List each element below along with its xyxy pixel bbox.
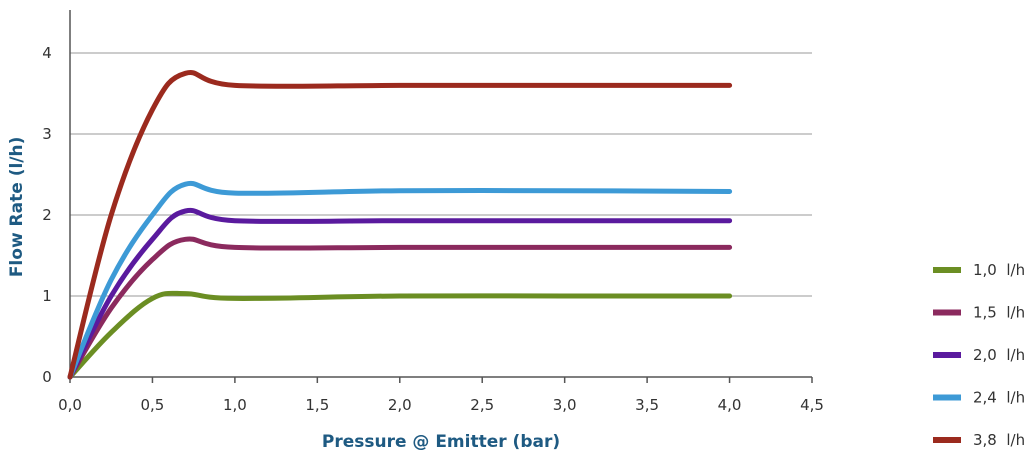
x-tick-label: 4,0 <box>718 396 742 414</box>
x-axis-title: Pressure @ Emitter (bar) <box>322 432 560 452</box>
x-tick-labels: 0,0 0,5 1,0 1,5 2,0 2,5 3,0 3,5 4,0 4,5 <box>58 377 824 414</box>
legend-label: 1,0 l/h <box>973 261 1025 279</box>
x-tick-label: 3,0 <box>553 396 577 414</box>
x-tick-label: 4,5 <box>800 396 824 414</box>
x-tick-label: 1,5 <box>305 396 329 414</box>
legend-entry: 1,0 l/h <box>933 261 1025 279</box>
series-lines <box>67 69 733 380</box>
legend-entry: 2,4 l/h <box>933 389 1025 407</box>
series-line-4 <box>67 69 733 380</box>
x-tick-label: 2,5 <box>470 396 494 414</box>
x-tick-label: 1,0 <box>223 396 247 414</box>
y-tick-label: 2 <box>42 206 52 224</box>
series-line-2 <box>67 207 733 380</box>
x-tick-label: 0,5 <box>141 396 165 414</box>
series-line-3 <box>67 180 733 380</box>
legend-label: 3,8 l/h <box>973 431 1025 449</box>
y-tick-labels: 0 1 2 3 4 <box>42 44 52 386</box>
x-tick-label: 3,5 <box>635 396 659 414</box>
gridlines <box>70 52 812 297</box>
series-line-0 <box>67 290 733 380</box>
y-tick-label: 4 <box>42 44 52 62</box>
y-tick-label: 0 <box>42 368 52 386</box>
legend-entry: 3,8 l/h <box>933 431 1025 449</box>
y-tick-label: 1 <box>42 287 52 305</box>
legend-label: 2,0 l/h <box>973 346 1025 364</box>
legend-label: 2,4 l/h <box>973 389 1025 407</box>
series-line-1 <box>67 236 733 380</box>
legend-label: 1,5 l/h <box>973 304 1025 322</box>
x-tick-label: 2,0 <box>388 396 412 414</box>
axes <box>69 10 812 378</box>
y-tick-label: 3 <box>42 125 52 143</box>
legend: 1,0 l/h 1,5 l/h 2,0 l/h 2,4 l/h 3,8 l/h <box>933 261 1025 449</box>
x-tick-label: 0,0 <box>58 396 82 414</box>
y-axis-title: Flow Rate (l/h) <box>7 137 27 278</box>
legend-entry: 1,5 l/h <box>933 304 1025 322</box>
legend-entry: 2,0 l/h <box>933 346 1025 364</box>
